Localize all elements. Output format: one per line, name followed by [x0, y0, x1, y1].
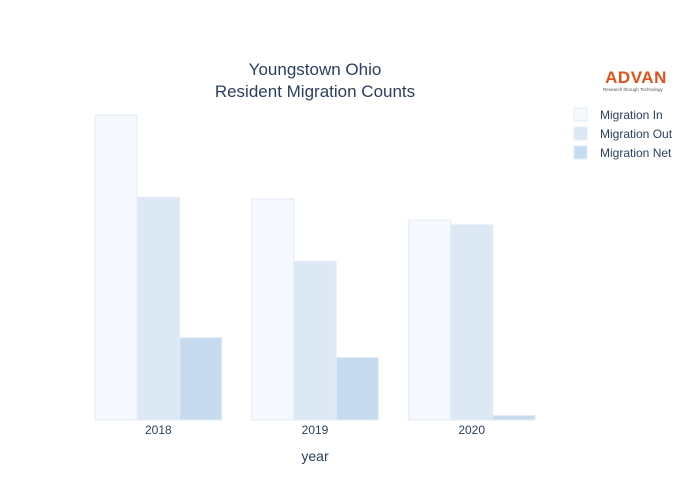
x-tick-label: 2019 [302, 423, 329, 437]
logo-tagline: Research through Technology [603, 87, 663, 92]
bar-migration-net-2019[interactable] [335, 356, 379, 421]
x-tick-label: 2018 [145, 423, 172, 437]
legend-item-migration-in[interactable]: Migration In [573, 107, 663, 122]
bar-migration-in-2019[interactable] [251, 198, 295, 421]
bar-migration-net-2020[interactable] [492, 414, 536, 421]
bar-migration-net-2018[interactable] [178, 337, 223, 421]
legend-label: Migration Out [600, 127, 673, 141]
bar-migration-out-2020[interactable] [450, 224, 494, 421]
bar-migration-in-2020[interactable] [407, 219, 452, 421]
bar-migration-out-2018[interactable] [136, 196, 180, 421]
legend-item-migration-net[interactable]: Migration Net [573, 145, 672, 160]
legend-item-migration-out[interactable]: Migration Out [573, 126, 673, 141]
x-axis-title: year [301, 448, 329, 464]
legend[interactable]: Migration In Migration Out Migration Net [573, 107, 673, 160]
chart-subtitle: Resident Migration Counts [215, 82, 415, 101]
chart-title: Youngstown Ohio [249, 60, 382, 79]
advan-logo: ADVAN Research through Technology [603, 68, 667, 92]
legend-label: Migration In [600, 108, 663, 122]
x-tick-label: 2020 [458, 423, 485, 437]
legend-swatch [573, 145, 588, 160]
legend-swatch [573, 126, 588, 141]
legend-swatch [573, 107, 588, 122]
logo-wordmark: ADVAN [605, 68, 667, 87]
bar-migration-in-2018[interactable] [94, 114, 138, 421]
bar-migration-out-2019[interactable] [293, 260, 337, 421]
legend-label: Migration Net [600, 146, 672, 160]
plot-area: 2018 2019 2020 [94, 114, 536, 437]
